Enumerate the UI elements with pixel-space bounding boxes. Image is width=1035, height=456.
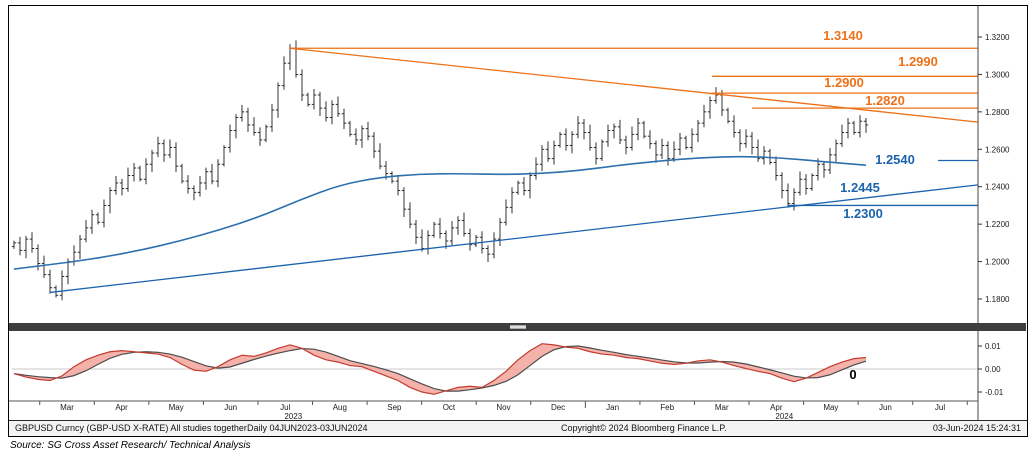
indicator-tick-label: 0.01 [985,342,1001,351]
price-tick-label: 1.3000 [985,70,1010,79]
trendlines [49,47,979,294]
footer-copyright: Copyright© 2024 Bloomberg Finance L.P. [561,423,727,433]
month-label: Apr [115,403,128,412]
month-label: Jun [879,403,892,412]
month-label: Mar [715,403,729,412]
level-label-1.3140: 1.3140 [823,28,863,43]
footer-bar: GBPUSD Curncy (GBP-USD X-RATE) All studi… [9,420,1027,436]
macd-line [13,343,867,395]
signal-line [13,345,867,392]
month-label: Sep [387,403,402,412]
price-tick-label: 1.1800 [985,295,1010,304]
month-label: Apr [770,403,783,412]
month-label: Jan [606,403,619,412]
level-label-1.2820: 1.2820 [865,93,905,108]
month-label: Feb [660,403,674,412]
month-label: May [169,403,184,412]
month-label: May [823,403,838,412]
month-label: Jun [224,403,237,412]
price-tick-label: 1.2200 [985,220,1010,229]
month-label: Nov [496,403,510,412]
month-label: Mar [60,403,74,412]
level-label-1.2445: 1.2445 [840,180,880,195]
trendline-descending-resistance [289,47,979,123]
footer-security-title: GBPUSD Curncy (GBP-USD X-RATE) All studi… [15,423,247,433]
price-tick-label: 1.2600 [985,145,1010,154]
panel-splitter-handle[interactable] [510,325,526,329]
trendline-ascending-support [49,184,979,294]
time-axis: Mar Apr May Jun Jul Aug Sep Oct Nov Dec Jan Feb Mar A… [9,400,978,421]
price-tick-label: 1.3200 [985,33,1010,42]
level-label-1.2990: 1.2990 [898,54,938,69]
indicator-tick-label: -0.01 [985,388,1004,397]
year-label: 2024 [775,412,793,421]
level-label-1.2300: 1.2300 [843,206,883,221]
price-tick-label: 1.2800 [985,108,1010,117]
indicator-panel: 0 [12,343,978,395]
level-label-1.2900: 1.2900 [824,75,864,90]
price-tick-label: 1.2000 [985,258,1010,267]
month-label: Oct [443,403,456,412]
indicator-tick-label: 0.00 [985,365,1001,374]
price-bars [11,40,869,301]
level-label-1.2540: 1.2540 [875,152,915,167]
month-label: Aug [333,403,347,412]
footer-timestamp: 03-Jun-2024 15:24:31 [932,423,1021,433]
month-label: Dec [551,403,565,412]
month-label: Jul [935,403,945,412]
panel-divider[interactable] [9,323,1026,331]
zero-annotation: 0 [849,367,856,382]
month-label: Jul [280,403,290,412]
year-label: 2023 [284,412,302,421]
source-note: Source: SG Cross Asset Research/ Technic… [10,440,251,451]
price-tick-label: 1.2400 [985,183,1010,192]
moving-average-line [13,155,867,270]
price-axis: 1.3200 1.3000 1.2800 1.2600 1.2400 1.2200 1.20… [977,6,1010,420]
level-lines [290,47,978,207]
footer-date-range: Daily 04JUN2023-03JUN2024 [247,423,368,433]
